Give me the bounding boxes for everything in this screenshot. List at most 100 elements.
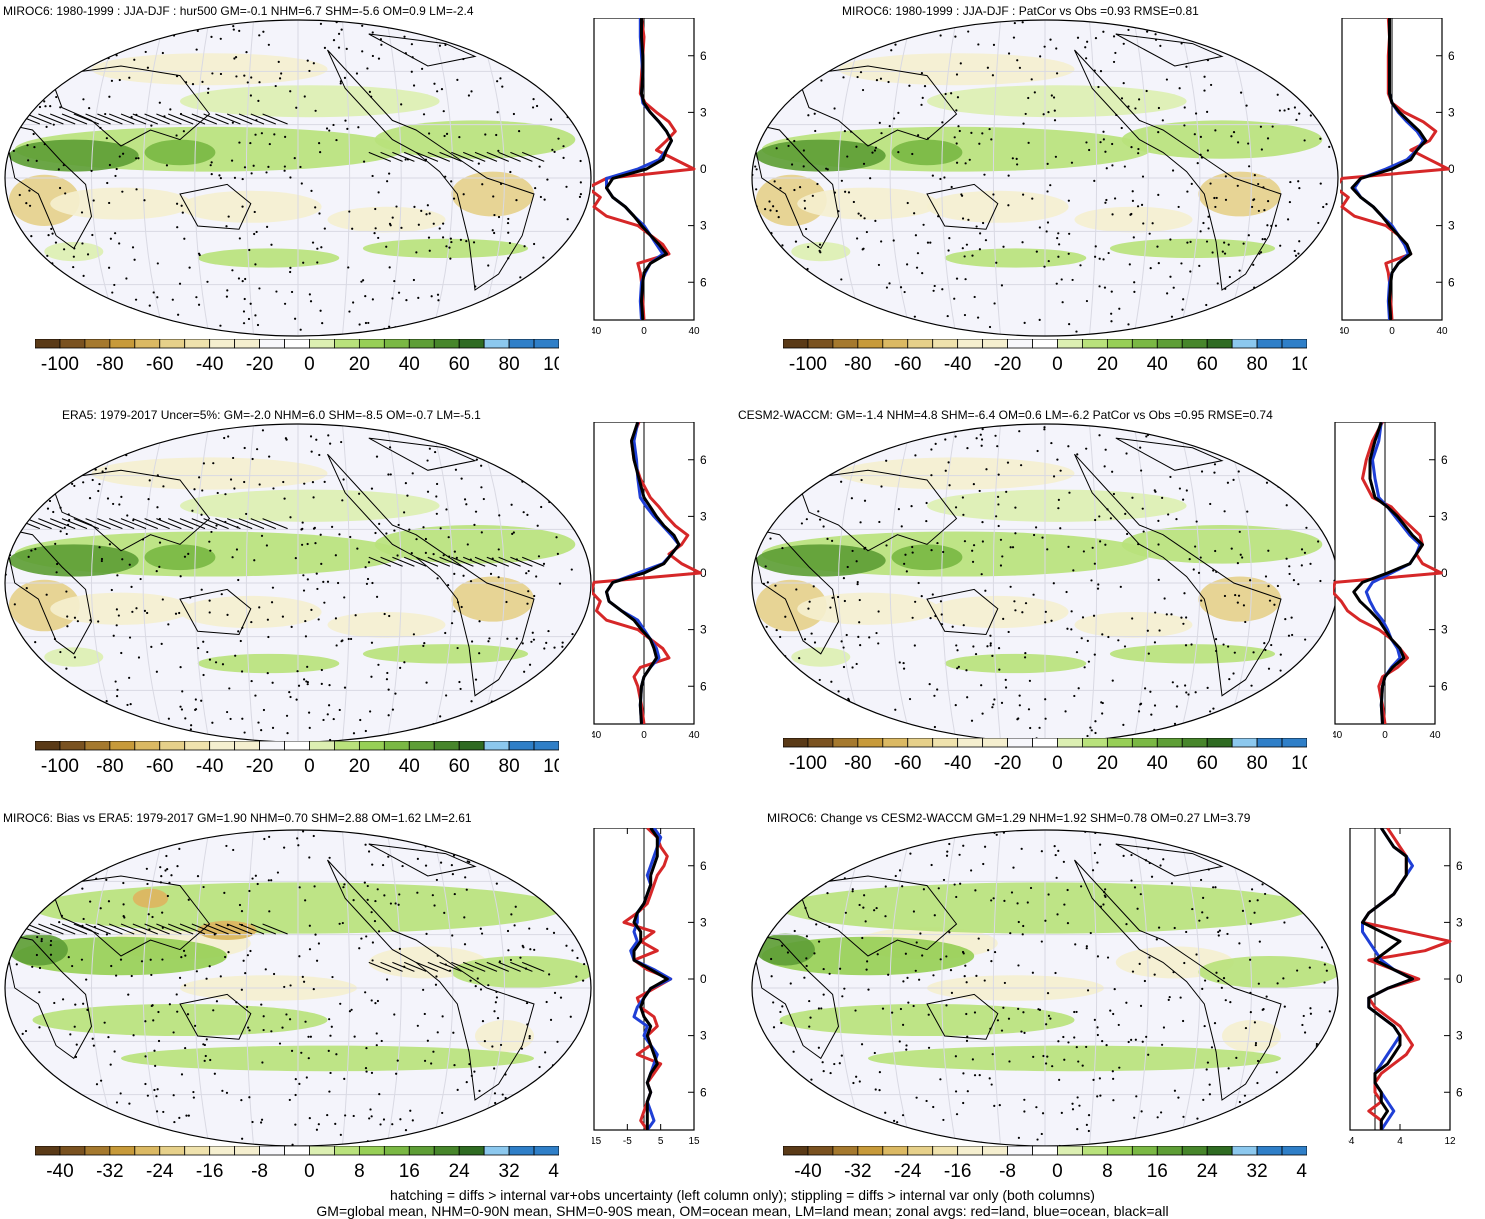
coastline — [49, 875, 211, 957]
graticule-line — [341, 424, 351, 742]
coastline — [1115, 33, 1224, 67]
colorbar-swatch — [1206, 738, 1233, 748]
colorbar-swatch — [234, 741, 260, 751]
moist-anomaly-region — [121, 1045, 534, 1072]
graticule-line — [245, 830, 255, 1146]
y-tick-label: 60N — [1448, 49, 1454, 63]
robinson-map — [751, 423, 1339, 743]
dry-anomaly-region — [927, 595, 1069, 629]
graticule-line — [430, 20, 454, 336]
moist-anomaly-region — [144, 139, 216, 166]
colorbar-tick-label: 40 — [1147, 354, 1168, 375]
colorbar-swatch — [408, 741, 435, 751]
colorbar-swatch — [35, 1146, 61, 1156]
colorbar-swatch — [383, 339, 410, 349]
graticule-line — [1221, 830, 1252, 1146]
colorbar-swatch — [59, 741, 86, 751]
colorbar-tick-label: -60 — [894, 354, 921, 375]
dry-anomaly-region — [1198, 171, 1281, 217]
colorbar-swatch — [1106, 738, 1133, 748]
footer-notes: hatching = diffs > internal var+obs unce… — [0, 1187, 1485, 1219]
x-tick-label: 5 — [658, 1136, 664, 1147]
colorbar-swatch — [458, 1146, 485, 1156]
y-tick-label: 60N — [1456, 859, 1462, 873]
moist-anomaly-region — [1198, 956, 1338, 988]
colorbar-swatch — [159, 1146, 186, 1156]
moist-anomaly-region — [179, 85, 440, 118]
colorbar: -100 -80 -60 -40 -20 0 20 40 60 80 100 — [783, 339, 1307, 375]
zonal-line-all — [605, 18, 673, 320]
zonal-line-land — [592, 422, 702, 724]
colorbar-swatch — [1256, 339, 1283, 349]
colorbar-tick-label: 16 — [1147, 1161, 1168, 1182]
colorbar-tick-label: 40 — [399, 756, 420, 777]
dry-anomaly-region — [50, 187, 192, 220]
y-tick-label: 60S — [1448, 275, 1454, 289]
colorbar-tick-label: -40 — [196, 756, 223, 777]
colorbar-tick-label: -80 — [96, 354, 123, 375]
coastline — [368, 843, 477, 877]
coastline — [926, 588, 999, 636]
coastline — [1074, 49, 1282, 291]
graticule-line — [1133, 424, 1149, 742]
y-tick-label: 60N — [700, 453, 706, 467]
graticule-line — [1221, 424, 1252, 742]
robinson-map — [751, 19, 1339, 337]
colorbar-tick-label: -80 — [96, 756, 123, 777]
graticule-line — [386, 424, 402, 742]
colorbar-swatch — [1032, 738, 1058, 748]
colorbar: -100 -80 -60 -40 -20 0 20 40 60 80 100 — [35, 741, 559, 777]
coastline — [368, 33, 477, 67]
panel-title: MIROC6: 1980-1999 : JJA-DJF : PatCor vs … — [842, 4, 1199, 18]
colorbar: -100 -80 -60 -40 -20 0 20 40 60 80 100 — [783, 738, 1307, 774]
colorbar-tick-label: 20 — [349, 354, 370, 375]
y-tick-label: 30S — [700, 1029, 706, 1043]
colorbar-swatch — [533, 339, 559, 349]
colorbar-tick-label: -100 — [41, 756, 79, 777]
colorbar-swatch — [334, 339, 360, 349]
graticule-line — [91, 20, 122, 336]
colorbar-tick-label: -16 — [944, 1161, 971, 1182]
coastline — [327, 859, 535, 1101]
x-tick-label: 40 — [1429, 730, 1441, 741]
colorbar-swatch — [1106, 339, 1133, 349]
colorbar-swatch — [807, 1146, 834, 1156]
colorbar-swatch — [1281, 738, 1307, 748]
colorbar-swatch — [284, 339, 310, 349]
colorbar-swatch — [1281, 1146, 1307, 1156]
colorbar-swatch — [1281, 339, 1307, 349]
colorbar-swatch — [907, 738, 934, 748]
colorbar-tick-label: -40 — [196, 354, 223, 375]
colorbar-swatch — [1231, 1146, 1258, 1156]
colorbar-tick-label: 80 — [1247, 354, 1268, 375]
moist-anomaly-region — [755, 933, 815, 966]
colorbar-tick-label: 24 — [1197, 1161, 1219, 1182]
graticule-line — [474, 830, 505, 1146]
colorbar-tick-label: 100 — [543, 756, 559, 777]
zonal-line-all — [1361, 828, 1414, 1130]
colorbar-swatch — [1131, 339, 1158, 349]
graticule-line — [386, 20, 402, 336]
colorbar-swatch — [1057, 738, 1083, 748]
moist-anomaly-region — [362, 238, 529, 258]
coastline — [179, 183, 252, 230]
coastline — [5, 527, 93, 655]
colorbar-tick-label: -8 — [999, 1161, 1016, 1182]
colorbar-swatch — [284, 1146, 310, 1156]
colorbar-swatch — [882, 1146, 909, 1156]
colorbar-swatch — [533, 741, 559, 751]
colorbar-tick-label: 20 — [1097, 354, 1118, 375]
colorbar-swatch — [832, 1146, 859, 1156]
zonal-line-all — [632, 828, 669, 1130]
colorbar-swatch — [84, 339, 111, 349]
colorbar-swatch — [1156, 738, 1183, 748]
colorbar-swatch — [957, 339, 984, 349]
graticule-line — [1221, 20, 1252, 336]
colorbar-tick-label: -20 — [246, 354, 273, 375]
graticule-line — [1133, 20, 1149, 336]
colorbar-tick-label: 100 — [1291, 753, 1307, 774]
x-tick-label: -4 — [1348, 1136, 1355, 1147]
